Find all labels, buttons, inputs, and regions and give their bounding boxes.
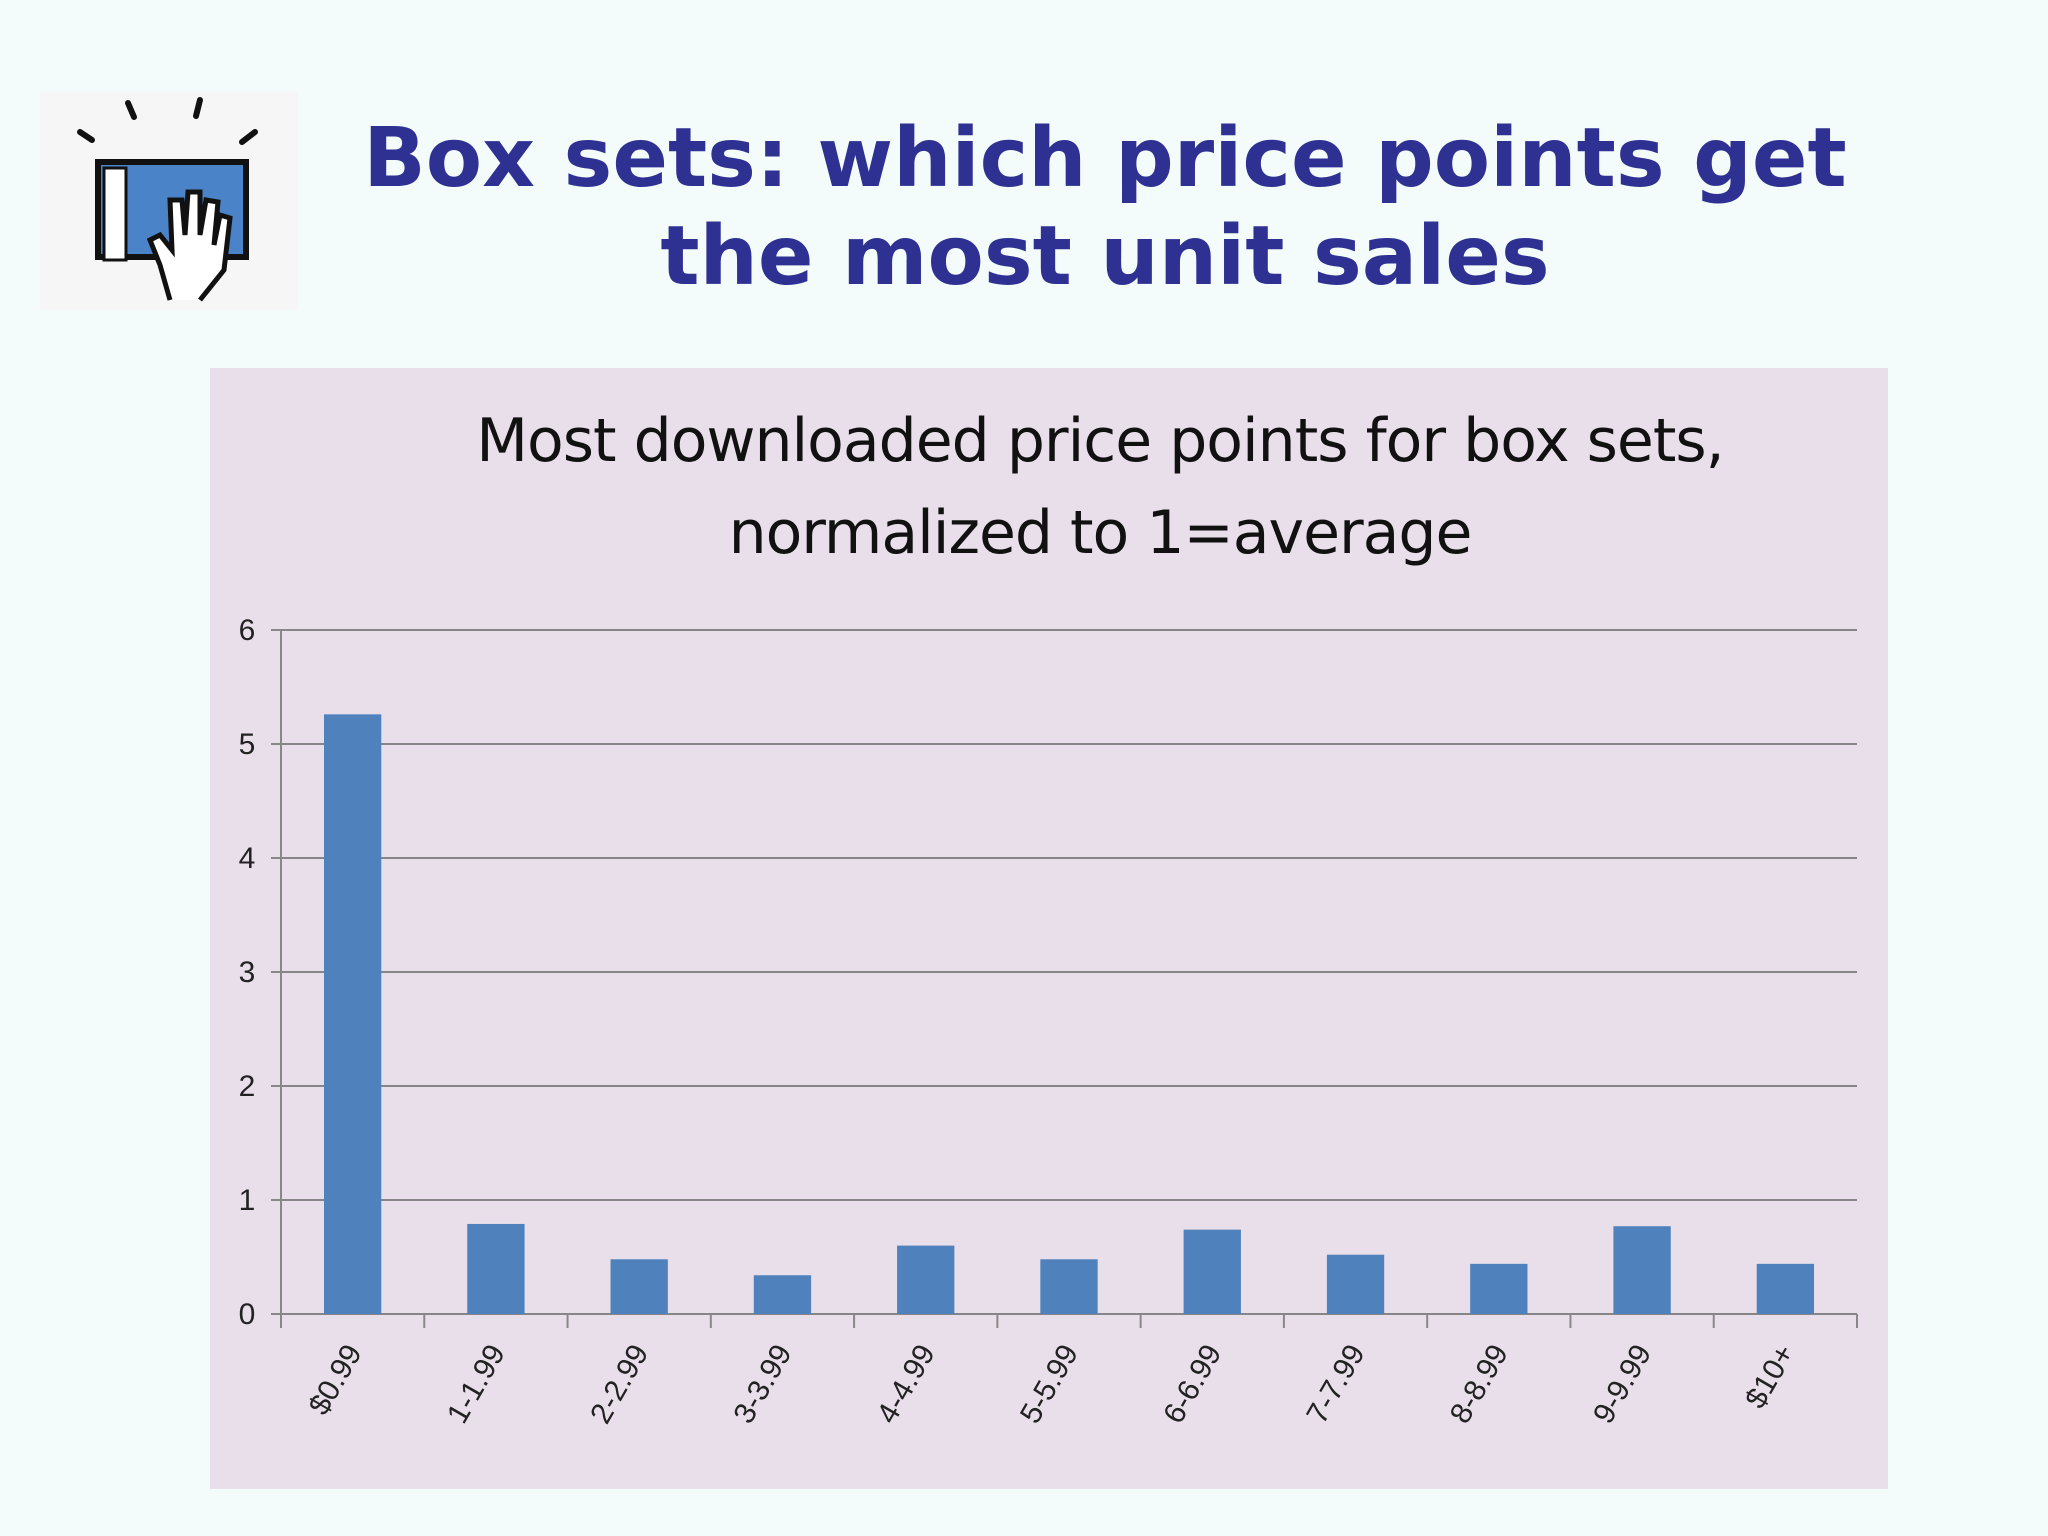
x-tick-label: 2-2.99: [584, 1339, 655, 1429]
x-tick-label: 3-3.99: [727, 1339, 798, 1429]
y-tick-label: 0: [239, 1298, 256, 1331]
bar: [1470, 1263, 1528, 1314]
bar: [897, 1245, 955, 1314]
x-tick-label: 7-7.99: [1300, 1339, 1371, 1429]
y-tick-label: 5: [239, 728, 256, 761]
icon: [40, 92, 298, 310]
x-tick-label: 1-1.99: [441, 1339, 512, 1429]
x-tick-label: 9-9.99: [1587, 1339, 1658, 1429]
x-tick-label: 6-6.99: [1157, 1339, 1228, 1429]
y-tick-label: 4: [239, 842, 256, 875]
x-tick-label: 8-8.99: [1444, 1339, 1515, 1429]
bar: [1183, 1229, 1241, 1314]
bar: [610, 1259, 668, 1314]
bar: [1613, 1226, 1671, 1314]
x-tick-label: $10+: [1739, 1339, 1801, 1414]
bar: [753, 1275, 812, 1314]
icon-rays: [77, 97, 258, 145]
slide-title: Box sets: which price points get the mos…: [363, 111, 1847, 304]
bar: [1326, 1254, 1385, 1314]
y-tick-label: 2: [239, 1070, 256, 1103]
bar: [1040, 1259, 1098, 1314]
x-tick-label: $0.99: [303, 1339, 369, 1421]
bar: [467, 1223, 525, 1314]
x-tick-label: 4-4.99: [871, 1339, 942, 1429]
icon-hand: [146, 189, 233, 302]
y-tick-label: 3: [239, 956, 256, 989]
icon-pages: [102, 166, 128, 262]
x-tick-label: 5-5.99: [1014, 1339, 1085, 1429]
bar: [323, 714, 382, 1314]
bar: [1756, 1263, 1815, 1314]
chart-title: Most downloaded price points for box set…: [476, 406, 1724, 568]
y-tick-label: 1: [239, 1184, 256, 1217]
y-tick-label: 6: [239, 614, 256, 647]
